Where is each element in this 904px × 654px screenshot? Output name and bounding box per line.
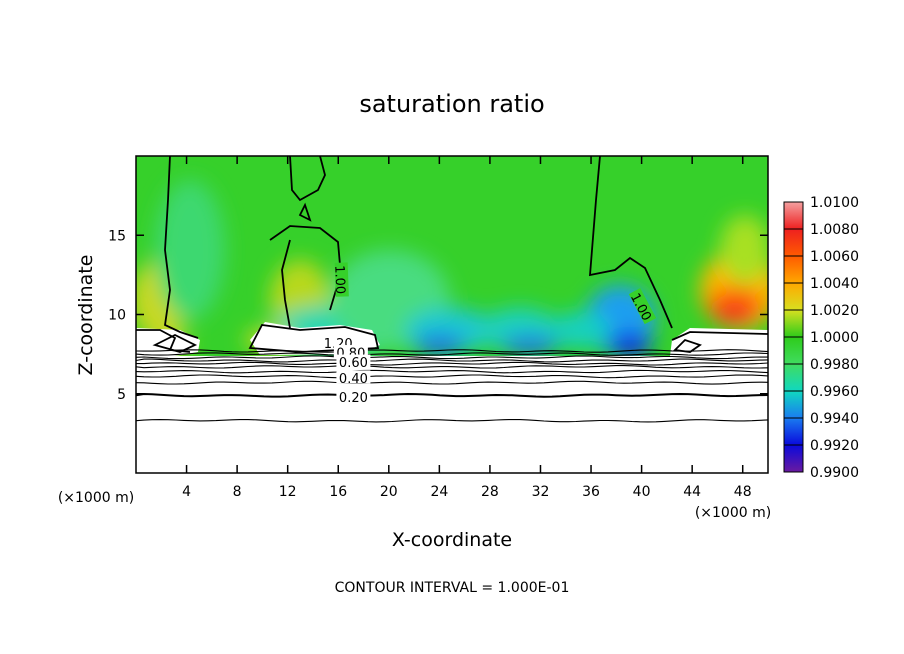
- x-tick-label: 28: [481, 484, 499, 500]
- y-tick-label: 5: [117, 387, 126, 403]
- colorbar-segment: [784, 418, 803, 445]
- contour-level-line: [136, 352, 768, 356]
- y-tick-label: 15: [108, 228, 126, 244]
- contour-label-bg: [334, 262, 349, 297]
- contour-level-line: [136, 365, 768, 369]
- colorbar-segment: [784, 445, 803, 472]
- contour-level-line: [136, 358, 768, 363]
- contour-label-bg: [336, 354, 371, 368]
- contour-label-bg: [336, 389, 371, 403]
- colorbar-label: 0.9920: [810, 438, 859, 454]
- x-tick-label: 8: [233, 484, 242, 500]
- colorbar-label: 0.9960: [810, 384, 859, 400]
- contour-label-bg: [628, 288, 657, 325]
- x-tick-label: 44: [683, 484, 701, 500]
- x-axis-ticks: 4 8 12 16 20 24 28 32 36 40 44 48: [182, 156, 752, 500]
- colorbar-label: 0.9940: [810, 411, 859, 427]
- colorbar-segment: [784, 337, 803, 364]
- contour-label: 0.20: [339, 391, 368, 406]
- colorbar-segment: [784, 283, 803, 310]
- z-axis-unit: (×1000 m): [58, 490, 134, 506]
- contour-label-group: 0.40: [336, 370, 371, 387]
- cloud-left: [136, 328, 200, 356]
- colorbar-segment: [784, 256, 803, 283]
- x-tick-label: 4: [182, 484, 191, 500]
- colorbar-segment: [784, 364, 803, 391]
- x-tick-label: 32: [532, 484, 550, 500]
- contour-level-line: [136, 418, 768, 423]
- x-axis-label: X-coordinate: [392, 529, 512, 551]
- x-tick-label: 40: [633, 484, 651, 500]
- contour-interval-note: CONTOUR INTERVAL = 1.000E-01: [335, 580, 570, 596]
- contour-levels-below: [136, 349, 768, 423]
- x-axis-unit: (×1000 m): [695, 505, 771, 521]
- contour-level-line: [136, 361, 768, 366]
- colorbar-label: 1.0000: [810, 330, 859, 346]
- colorbar-segment: [784, 229, 803, 256]
- x-tick-label: 24: [430, 484, 448, 500]
- contour-label-bg: [336, 370, 371, 384]
- colorbar-label: 1.0060: [810, 249, 859, 265]
- contour-label-group: 0.60: [336, 354, 371, 371]
- y-tick-label: 10: [108, 308, 126, 324]
- contour-label-group: 1.00: [331, 262, 349, 297]
- contour-label: 0.40: [339, 372, 368, 387]
- colorbar-label: 1.0100: [810, 195, 859, 211]
- colorbar-label: 1.0040: [810, 276, 859, 292]
- colorbar-label: 0.9900: [810, 465, 859, 481]
- contour-labels: 1.001.001.200.800.600.400.20: [321, 262, 657, 406]
- x-tick-label: 36: [582, 484, 600, 500]
- x-tick-label: 20: [380, 484, 398, 500]
- contour-level-line: [136, 369, 768, 374]
- colorbar-segment: [784, 202, 803, 229]
- heatmap-field: [136, 156, 768, 473]
- colorbar: 1.0100 1.0080 1.0060 1.0040 1.0020 1.0000 0.99…: [783, 195, 859, 481]
- contour-level-line: [136, 349, 768, 353]
- y-axis-ticks: 5 10 15: [108, 228, 768, 403]
- contour-label-group: 0.20: [336, 389, 371, 406]
- x-tick-label: 16: [329, 484, 347, 500]
- colorbar-label: 1.0080: [810, 222, 859, 238]
- colorbar-segment: [784, 391, 803, 418]
- contour-level-line: [136, 374, 768, 379]
- y-axis-label: Z-coordinate: [75, 255, 97, 376]
- contour-level-line: [136, 392, 768, 398]
- x-tick-label: 48: [734, 484, 752, 500]
- contour-label: 0.60: [339, 356, 368, 371]
- contour-label: 1.00: [331, 265, 347, 294]
- colorbar-segment: [784, 310, 803, 337]
- chart-title: saturation ratio: [359, 90, 544, 118]
- x-tick-label: 12: [279, 484, 297, 500]
- contour-level-line: [136, 355, 768, 360]
- colorbar-label: 0.9980: [810, 357, 859, 373]
- colorbar-label: 1.0020: [810, 303, 859, 319]
- dry-region: [136, 356, 768, 473]
- color-blobs: [136, 180, 768, 357]
- contour-level-line: [136, 380, 768, 385]
